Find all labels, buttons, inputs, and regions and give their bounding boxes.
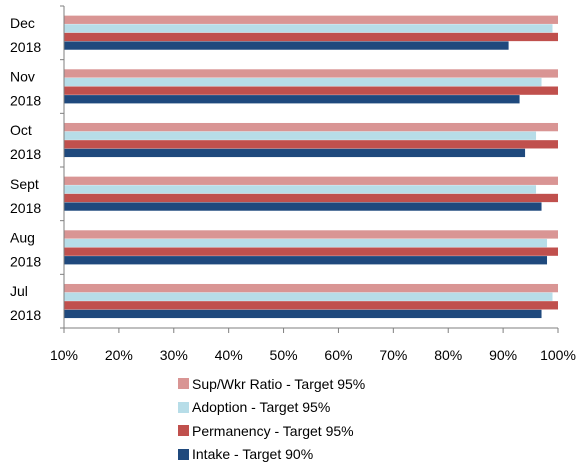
- bar: [64, 230, 558, 238]
- bar: [64, 284, 558, 292]
- bar: [64, 256, 547, 264]
- x-tick-label: 20%: [105, 347, 133, 363]
- x-tick-label: 10%: [50, 347, 78, 363]
- legend-label: Permanency - Target 95%: [192, 423, 354, 439]
- x-tick-label: 70%: [379, 347, 407, 363]
- category-label: Aug: [10, 230, 35, 246]
- category-label: 2018: [10, 200, 41, 216]
- category-label: 2018: [10, 254, 41, 270]
- bar: [64, 41, 509, 49]
- x-tick-label: 60%: [324, 347, 352, 363]
- category-label: Dec: [10, 15, 35, 31]
- legend-swatch: [178, 449, 189, 460]
- bar: [64, 69, 558, 77]
- legend-swatch: [178, 378, 189, 389]
- legend-swatch: [178, 402, 189, 413]
- bar: [64, 78, 542, 86]
- legend-item: Intake - Target 90%: [178, 443, 365, 466]
- bar: [64, 293, 553, 301]
- category-label: Nov: [10, 69, 35, 85]
- bar: [64, 301, 558, 309]
- x-tick-label: 90%: [489, 347, 517, 363]
- bar: [64, 202, 542, 210]
- bar: [64, 185, 536, 193]
- category-label: 2018: [10, 146, 41, 162]
- x-tick-label: 100%: [540, 347, 576, 363]
- category-label: Oct: [10, 122, 32, 138]
- x-tick-label: 40%: [215, 347, 243, 363]
- bar: [64, 177, 558, 185]
- category-label: 2018: [10, 39, 41, 55]
- legend-label: Sup/Wkr Ratio - Target 95%: [192, 376, 365, 392]
- bar: [64, 123, 558, 131]
- x-tick-label: 80%: [434, 347, 462, 363]
- legend: Sup/Wkr Ratio - Target 95% Adoption - Tar…: [178, 372, 365, 466]
- bar: [64, 194, 558, 202]
- bar: [64, 24, 553, 32]
- bar: [64, 87, 558, 95]
- bar: [64, 16, 558, 24]
- bar: [64, 239, 547, 247]
- x-tick-label: 30%: [160, 347, 188, 363]
- category-label: Jul: [10, 283, 28, 299]
- category-label: Sept: [10, 176, 39, 192]
- bar: [64, 140, 558, 148]
- legend-item: Sup/Wkr Ratio - Target 95%: [178, 372, 365, 396]
- legend-swatch: [178, 425, 189, 436]
- bar: [64, 310, 542, 318]
- bar: [64, 149, 525, 157]
- legend-label: Intake - Target 90%: [192, 446, 313, 462]
- x-tick-label: 50%: [270, 347, 298, 363]
- bar: [64, 33, 558, 41]
- legend-item: Permanency - Target 95%: [178, 419, 365, 443]
- category-label: 2018: [10, 307, 41, 323]
- bar-chart: Jul 2018 Aug 2018 Sept 2018 Oct 2018 Nov 2018 Dec 2…: [0, 0, 582, 372]
- category-label: 2018: [10, 93, 41, 109]
- bar: [64, 132, 536, 140]
- bar: [64, 95, 520, 103]
- legend-item: Adoption - Target 95%: [178, 396, 365, 420]
- legend-label: Adoption - Target 95%: [192, 399, 330, 415]
- bar: [64, 248, 558, 256]
